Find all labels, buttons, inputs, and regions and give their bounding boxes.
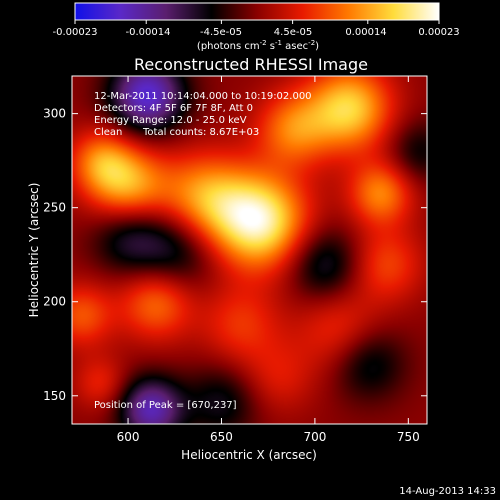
colorbar-tick-label: 0.00023 — [418, 27, 459, 38]
x-tick-label: 650 — [210, 430, 233, 444]
colorbar-unit-label: (photons cm-2 s-1 asec-2) — [197, 39, 319, 52]
colorbar-tick-label: 0.00014 — [345, 27, 386, 38]
chart-title: Reconstructed RHESSI Image — [134, 55, 368, 74]
heatmap-container — [72, 76, 427, 424]
total-counts-text: Total counts: 8.67E+03 — [142, 127, 259, 138]
unit-exponent: -2 — [260, 39, 267, 47]
colorbar-tick-label: 4.5e-05 — [274, 27, 312, 38]
y-tick-label: 150 — [43, 389, 66, 403]
y-tick-label: 300 — [43, 107, 66, 121]
colorbar: -0.00023 -0.00014 -4.5e-05 4.5e-05 0.000… — [53, 2, 460, 52]
colorbar-tick-label: -0.00014 — [126, 27, 171, 38]
y-tick-label: 250 — [43, 201, 66, 215]
unit-part: ) — [315, 41, 319, 52]
unit-exponent: -1 — [275, 39, 282, 47]
y-tick-label: 200 — [43, 295, 66, 309]
colorbar-tick-label: -4.5e-05 — [200, 27, 242, 38]
energy-range-text: Energy Range: 12.0 - 25.0 keV — [94, 115, 247, 126]
footer-timestamp: 14-Aug-2013 14:33 — [399, 486, 496, 497]
x-tick-label: 600 — [117, 430, 140, 444]
heatmap-image — [72, 76, 427, 424]
x-axis-label: Heliocentric X (arcsec) — [181, 448, 317, 462]
colorbar-ticks — [74, 20, 440, 24]
unit-part: asec — [282, 41, 308, 52]
axis-ticks — [72, 76, 427, 424]
x-tick-label: 750 — [397, 430, 420, 444]
y-axis-label: Heliocentric Y (arcsec) — [27, 183, 41, 318]
unit-part: s — [267, 41, 275, 52]
colorbar-tick-label: -0.00023 — [53, 27, 98, 38]
x-tick-label: 700 — [303, 430, 326, 444]
plot-frame — [71, 75, 428, 425]
colorbar-gradient — [74, 2, 440, 21]
time-range-text: 12-Mar-2011 10:14:04.000 to 10:19:02.000 — [94, 91, 312, 102]
peak-position-text: Position of Peak = [670,237] — [94, 400, 237, 411]
annotation-block: 12-Mar-2011 10:14:04.000 to 10:19:02.000… — [94, 91, 312, 138]
method-text: Clean — [94, 127, 122, 138]
detectors-text: Detectors: 4F 5F 6F 7F 8F, Att 0 — [94, 103, 253, 114]
unit-part: (photons cm — [197, 41, 260, 52]
unit-exponent: -2 — [308, 39, 315, 47]
